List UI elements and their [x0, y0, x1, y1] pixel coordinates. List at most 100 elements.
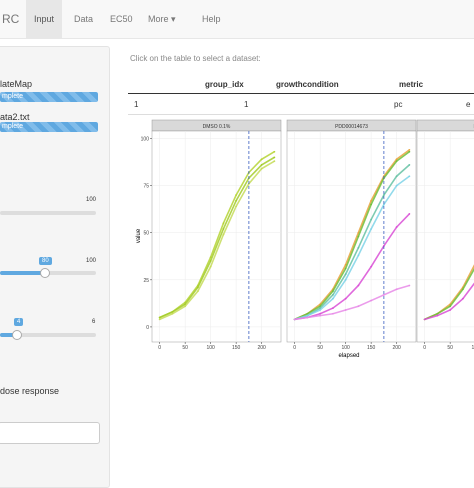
point: [293, 318, 296, 321]
nav-tab[interactable]: More ▾: [148, 14, 176, 24]
x-tick-label: 50: [182, 345, 188, 351]
table-cell: 1: [244, 100, 249, 109]
curve: [294, 213, 410, 321]
point: [209, 260, 212, 262]
point: [370, 228, 373, 230]
point: [293, 318, 296, 321]
table-rule: [128, 93, 474, 94]
curve: [294, 151, 410, 321]
point: [273, 150, 276, 153]
x-tick-label: 0: [158, 345, 161, 351]
point: [247, 182, 250, 185]
point: [273, 160, 276, 163]
x-tick-label: 200: [257, 345, 266, 351]
x-tick-label: 50: [447, 345, 453, 351]
point: [382, 294, 385, 296]
point: [247, 171, 250, 174]
point: [319, 305, 322, 308]
point: [395, 184, 398, 187]
nav-tab[interactable]: Help: [202, 14, 221, 24]
y-tick-label: 75: [143, 184, 149, 190]
nav-tab[interactable]: Input: [26, 0, 63, 38]
y-tick-label: 100: [141, 137, 150, 143]
point: [209, 256, 212, 259]
point: [461, 297, 464, 300]
point: [306, 314, 309, 317]
text-input[interactable]: [0, 422, 100, 444]
point: [158, 316, 161, 319]
point: [273, 156, 276, 159]
point: [222, 222, 225, 225]
facet-strip: [286, 119, 417, 132]
point: [235, 205, 238, 208]
point: [319, 307, 322, 309]
point: [382, 203, 385, 206]
point: [306, 312, 309, 315]
navbar: RC Input Data EC50 More ▾ Help: [0, 0, 474, 39]
point: [449, 309, 452, 311]
point: [408, 148, 411, 151]
panel: [151, 130, 282, 343]
x-tick-label: 150: [232, 345, 241, 351]
slider-max: 100: [86, 197, 97, 203]
nav-tab[interactable]: EC50: [110, 14, 133, 24]
point: [408, 284, 411, 287]
y-axis-label: value: [136, 228, 142, 243]
slider-value: 80: [39, 257, 52, 265]
table-row[interactable]: [128, 96, 474, 114]
table-cell: 1: [134, 100, 139, 109]
point: [196, 284, 199, 287]
slider-value: 4: [14, 318, 24, 326]
point: [247, 177, 250, 179]
point: [408, 164, 411, 166]
point: [408, 175, 411, 178]
point: [306, 314, 309, 317]
point: [260, 167, 263, 170]
y-tick-label: 0: [146, 325, 149, 331]
x-axis-label: elapsed: [338, 353, 359, 359]
slider[interactable]: [0, 211, 96, 215]
point: [319, 314, 322, 317]
progress-bar: mplete: [0, 92, 98, 102]
checkbox-label[interactable]: dose response: [0, 386, 60, 396]
point: [357, 254, 360, 257]
point: [408, 212, 411, 215]
progress-text: mplete: [2, 123, 24, 130]
slider-handle[interactable]: [40, 268, 50, 278]
instruction: Click on the table to select a dataset:: [130, 54, 261, 63]
y-tick-label: 50: [143, 231, 149, 237]
point: [370, 203, 373, 206]
slider[interactable]: [0, 333, 96, 337]
curve: [159, 151, 275, 319]
facet-strip: [151, 119, 282, 132]
point: [449, 303, 452, 306]
table-header: growthcondition: [276, 80, 339, 89]
point: [395, 160, 398, 163]
point: [423, 318, 426, 321]
slider-fill: [0, 271, 46, 275]
point: [370, 265, 373, 268]
point: [370, 199, 373, 202]
point: [293, 318, 296, 321]
point: [306, 312, 309, 315]
slider-max: 6: [92, 319, 96, 325]
point: [461, 286, 464, 289]
point: [260, 164, 263, 166]
point: [344, 297, 347, 300]
file-label: lateMap: [0, 79, 33, 89]
curve: [424, 282, 474, 321]
nav-tab[interactable]: Data: [74, 14, 94, 24]
point: [423, 318, 426, 321]
point: [235, 199, 238, 202]
point: [357, 246, 360, 249]
point: [461, 288, 464, 291]
point: [158, 318, 161, 321]
point: [436, 314, 439, 317]
slider-handle[interactable]: [12, 330, 22, 340]
point: [423, 318, 426, 321]
curve: [294, 164, 410, 321]
table-header: metric: [399, 80, 424, 89]
brand[interactable]: RC: [2, 12, 20, 26]
point: [357, 231, 360, 234]
